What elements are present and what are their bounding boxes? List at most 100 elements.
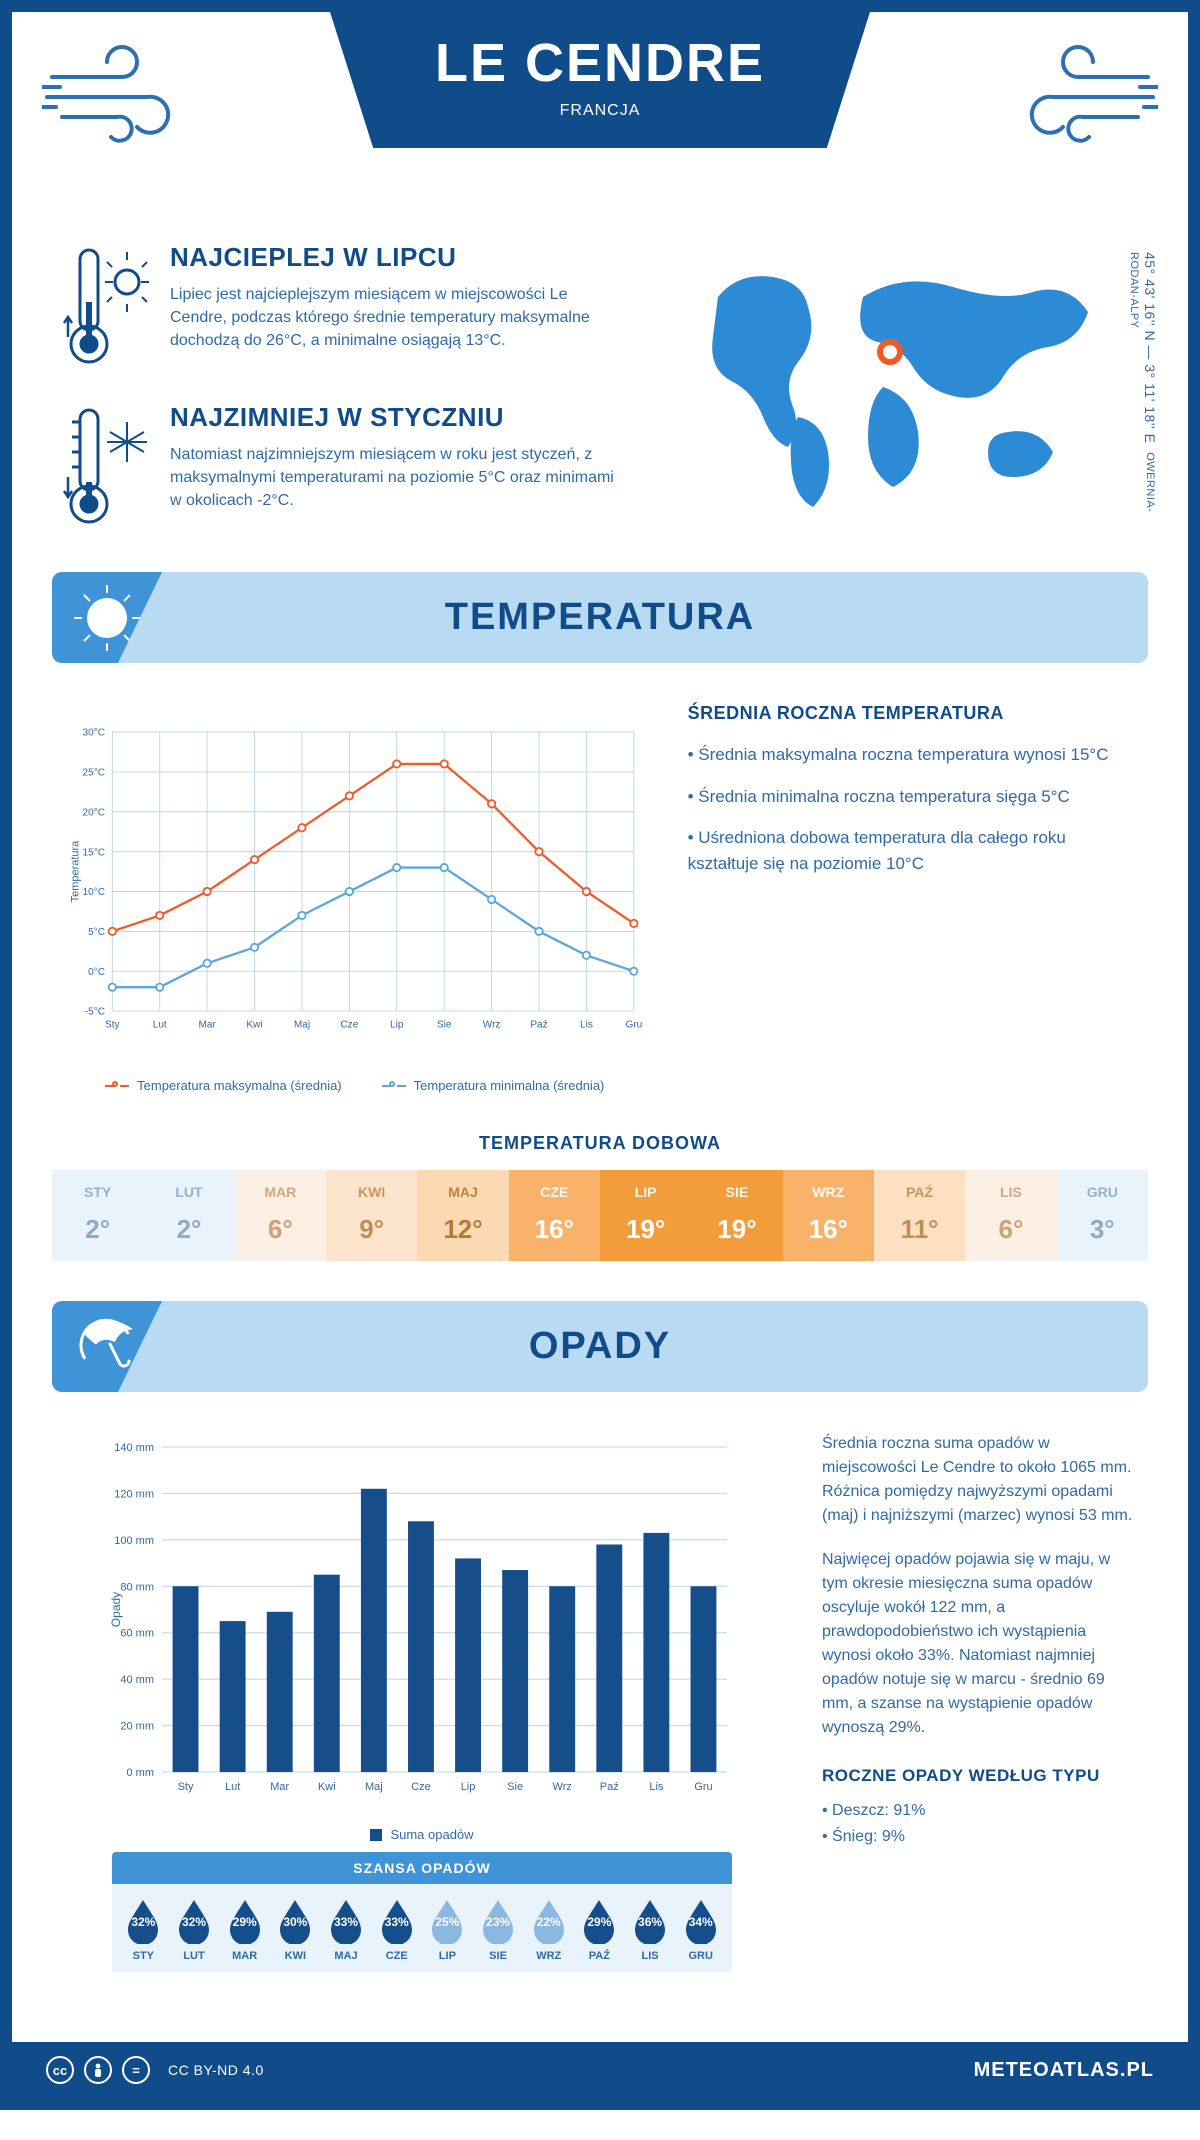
brand-label: METEOATLAS.PL bbox=[974, 2059, 1154, 2082]
precipitation-summary: Średnia roczna suma opadów w miejscowośc… bbox=[822, 1432, 1138, 2002]
raindrop-icon: 33% bbox=[326, 1896, 366, 1944]
svg-text:Mar: Mar bbox=[270, 1781, 289, 1793]
footer: cc = CC BY-ND 4.0 METEOATLAS.PL bbox=[12, 2042, 1188, 2098]
legend-rain-label: Suma opadów bbox=[390, 1827, 473, 1842]
legend-max-label: Temperatura maksymalna (średnia) bbox=[137, 1078, 341, 1093]
temp-summary-heading: ŚREDNIA ROCZNA TEMPERATURA bbox=[688, 703, 1138, 724]
rain-chance-cell: 33%CZE bbox=[371, 1896, 422, 1962]
svg-text:40 mm: 40 mm bbox=[120, 1674, 154, 1686]
daily-temp-cell: STY2° bbox=[52, 1170, 143, 1261]
svg-text:Kwi: Kwi bbox=[246, 1020, 262, 1031]
svg-text:Lip: Lip bbox=[461, 1781, 476, 1793]
daily-temp-cell: PAŹ11° bbox=[874, 1170, 965, 1261]
temp-summary-item: • Uśredniona dobowa temperatura dla całe… bbox=[688, 825, 1138, 876]
svg-text:Sty: Sty bbox=[178, 1781, 194, 1793]
facts-column: NAJCIEPLEJ W LIPCU Lipiec jest najcieple… bbox=[62, 242, 628, 532]
daily-temp-cell: LIS6° bbox=[965, 1170, 1056, 1261]
rain-chance-cell: 29%MAR bbox=[219, 1896, 270, 1962]
svg-text:Kwi: Kwi bbox=[318, 1781, 336, 1793]
precipitation-banner: OPADY bbox=[52, 1301, 1148, 1392]
coordinates-label: 45° 43' 16'' N — 3° 11' 18'' E OWERNIA-R… bbox=[1126, 252, 1158, 532]
raindrop-icon: 25% bbox=[427, 1896, 467, 1944]
svg-text:Cze: Cze bbox=[411, 1781, 431, 1793]
wind-icon bbox=[998, 42, 1158, 152]
svg-text:Temperatura: Temperatura bbox=[69, 840, 81, 902]
raindrop-icon: 36% bbox=[630, 1896, 670, 1944]
rain-chance-cell: 32%STY bbox=[118, 1896, 169, 1962]
svg-text:Mar: Mar bbox=[198, 1020, 216, 1031]
thermometer-hot-icon bbox=[62, 242, 152, 372]
rain-chance-cell: 34%GRU bbox=[675, 1896, 726, 1962]
svg-text:Opady: Opady bbox=[109, 1592, 123, 1627]
svg-text:80 mm: 80 mm bbox=[120, 1581, 154, 1593]
svg-text:120 mm: 120 mm bbox=[114, 1488, 154, 1500]
thermometer-cold-icon bbox=[62, 402, 152, 532]
daily-temp-cell: CZE16° bbox=[509, 1170, 600, 1261]
rain-chance-cell: 22%WRZ bbox=[523, 1896, 574, 1962]
license-text: CC BY-ND 4.0 bbox=[168, 2062, 264, 2078]
nd-icon: = bbox=[122, 2056, 150, 2084]
svg-text:10°C: 10°C bbox=[83, 887, 105, 898]
svg-text:15°C: 15°C bbox=[83, 847, 105, 858]
title-banner: LE CENDRE FRANCJA bbox=[330, 12, 870, 148]
daily-temp-cell: WRZ16° bbox=[783, 1170, 874, 1261]
precipitation-legend: Suma opadów bbox=[62, 1827, 782, 1842]
svg-text:100 mm: 100 mm bbox=[114, 1535, 154, 1547]
svg-text:60 mm: 60 mm bbox=[120, 1628, 154, 1640]
svg-text:Lis: Lis bbox=[649, 1781, 664, 1793]
rain-chance-cell: 23%SIE bbox=[473, 1896, 524, 1962]
daily-temp-cell: KWI9° bbox=[326, 1170, 417, 1261]
svg-text:Lut: Lut bbox=[153, 1020, 167, 1031]
intro-section: NAJCIEPLEJ W LIPCU Lipiec jest najcieple… bbox=[12, 212, 1188, 572]
daily-temp-table: STY2°LUT2°MAR6°KWI9°MAJ12°CZE16°LIP19°SI… bbox=[52, 1170, 1148, 1261]
svg-text:-5°C: -5°C bbox=[85, 1007, 105, 1018]
rain-chance-heading: SZANSA OPADÓW bbox=[112, 1852, 732, 1884]
map-column: 45° 43' 16'' N — 3° 11' 18'' E OWERNIA-R… bbox=[658, 242, 1138, 532]
precipitation-heading: OPADY bbox=[52, 1325, 1148, 1368]
temperature-heading: TEMPERATURA bbox=[52, 596, 1148, 639]
svg-text:Gru: Gru bbox=[694, 1781, 712, 1793]
hot-fact: NAJCIEPLEJ W LIPCU Lipiec jest najcieple… bbox=[62, 242, 628, 372]
svg-text:30°C: 30°C bbox=[83, 728, 105, 739]
svg-text:Lut: Lut bbox=[225, 1781, 240, 1793]
rain-type-item: • Śnieg: 9% bbox=[822, 1824, 1138, 1850]
svg-text:0°C: 0°C bbox=[88, 967, 105, 978]
svg-text:Maj: Maj bbox=[294, 1020, 310, 1031]
daily-temp-cell: LUT2° bbox=[143, 1170, 234, 1261]
rain-chance-cell: 25%LIP bbox=[422, 1896, 473, 1962]
header: LE CENDRE FRANCJA bbox=[12, 12, 1188, 212]
rain-type-item: • Deszcz: 91% bbox=[822, 1798, 1138, 1824]
temp-summary-item: • Średnia minimalna roczna temperatura s… bbox=[688, 784, 1138, 810]
rain-summary-p1: Średnia roczna suma opadów w miejscowośc… bbox=[822, 1432, 1138, 1528]
infographic-page: LE CENDRE FRANCJA bbox=[0, 0, 1200, 2110]
by-icon bbox=[84, 2056, 112, 2084]
svg-text:Sie: Sie bbox=[507, 1781, 523, 1793]
svg-text:Cze: Cze bbox=[340, 1020, 358, 1031]
cold-fact-title: NAJZIMNIEJ W STYCZNIU bbox=[170, 402, 628, 433]
temperature-chart: -5°C0°C5°C10°C15°C20°C25°C30°CStyLutMarK… bbox=[62, 703, 648, 1093]
rain-type-heading: ROCZNE OPADY WEDŁUG TYPU bbox=[822, 1766, 1138, 1786]
raindrop-icon: 29% bbox=[579, 1896, 619, 1944]
daily-temp-cell: MAJ12° bbox=[417, 1170, 508, 1261]
cold-fact: NAJZIMNIEJ W STYCZNIU Natomiast najzimni… bbox=[62, 402, 628, 532]
svg-text:Paź: Paź bbox=[600, 1781, 619, 1793]
raindrop-icon: 32% bbox=[174, 1896, 214, 1944]
svg-text:0 mm: 0 mm bbox=[127, 1767, 155, 1779]
svg-text:Wrz: Wrz bbox=[483, 1020, 501, 1031]
rain-chance-cell: 29%PAŹ bbox=[574, 1896, 625, 1962]
daily-temp-heading: TEMPERATURA DOBOWA bbox=[12, 1133, 1188, 1154]
rain-chance-cell: 30%KWI bbox=[270, 1896, 321, 1962]
raindrop-icon: 32% bbox=[123, 1896, 163, 1944]
svg-text:Paź: Paź bbox=[530, 1020, 547, 1031]
rain-summary-p2: Najwięcej opadów pojawia się w maju, w t… bbox=[822, 1548, 1138, 1740]
svg-text:25°C: 25°C bbox=[83, 768, 105, 779]
world-map-icon bbox=[688, 257, 1108, 517]
hot-fact-title: NAJCIEPLEJ W LIPCU bbox=[170, 242, 628, 273]
license-block: cc = CC BY-ND 4.0 bbox=[46, 2056, 264, 2084]
daily-temp-cell: MAR6° bbox=[235, 1170, 326, 1261]
svg-text:Sty: Sty bbox=[105, 1020, 120, 1031]
svg-text:Lip: Lip bbox=[390, 1020, 404, 1031]
svg-text:Wrz: Wrz bbox=[553, 1781, 572, 1793]
hot-fact-text: Lipiec jest najcieplejszym miesiącem w m… bbox=[170, 283, 628, 353]
daily-temp-cell: GRU3° bbox=[1057, 1170, 1148, 1261]
